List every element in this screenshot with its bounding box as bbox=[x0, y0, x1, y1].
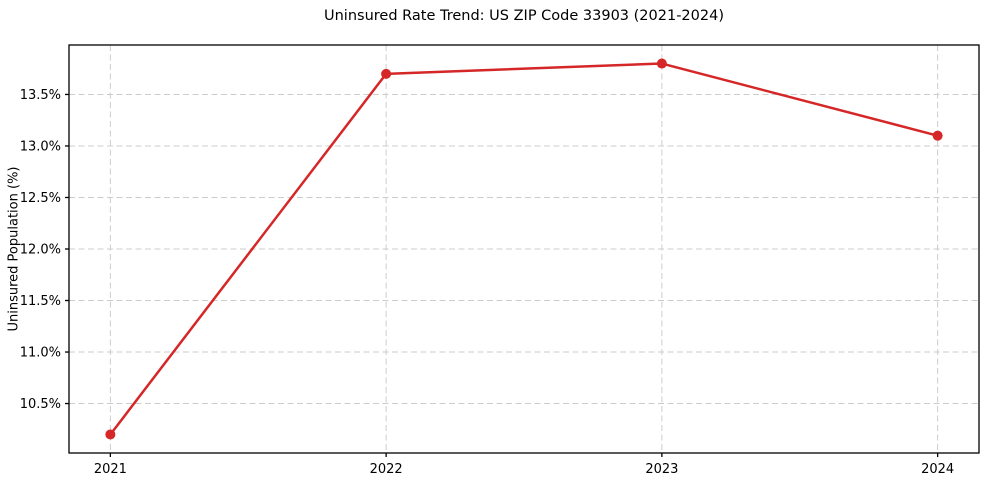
x-tick-label: 2023 bbox=[645, 462, 678, 477]
y-tick-label: 11.5% bbox=[20, 294, 61, 309]
x-tick-label: 2021 bbox=[94, 462, 127, 477]
x-tick-label: 2024 bbox=[921, 462, 954, 477]
x-tick-label: 2022 bbox=[370, 462, 403, 477]
y-tick-label: 12.5% bbox=[20, 191, 61, 206]
y-tick-label: 13.0% bbox=[20, 139, 61, 154]
y-tick-label: 13.5% bbox=[20, 88, 61, 103]
data-point-marker bbox=[105, 429, 116, 440]
data-point-marker bbox=[656, 58, 667, 69]
y-tick-label: 12.0% bbox=[20, 243, 61, 258]
y-tick-label: 10.5% bbox=[20, 397, 61, 412]
chart-title: Uninsured Rate Trend: US ZIP Code 33903 … bbox=[324, 8, 724, 24]
y-tick-label: 11.0% bbox=[20, 346, 61, 361]
data-point-marker bbox=[932, 130, 943, 141]
data-point-marker bbox=[381, 68, 392, 79]
trend-line bbox=[109, 62, 939, 436]
